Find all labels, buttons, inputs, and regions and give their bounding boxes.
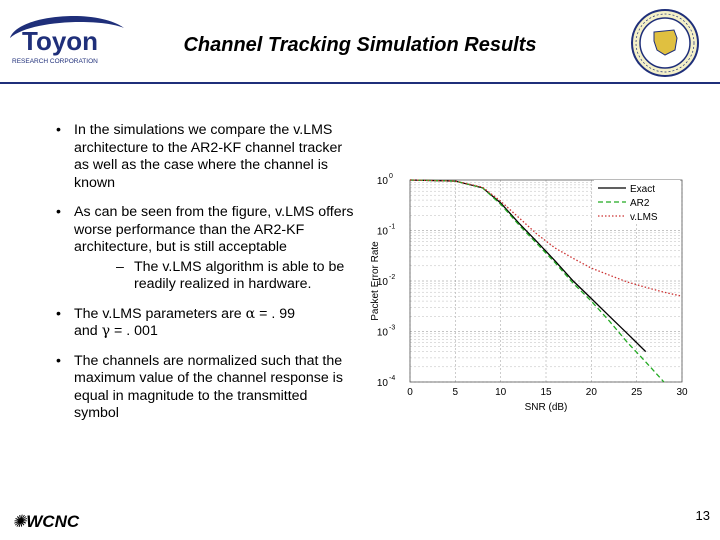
bullet-text-prefix: The v.LMS parameters are [74, 305, 246, 322]
header-divider [0, 82, 720, 84]
bullet-dot: • [56, 352, 61, 369]
legend-label: Exact [630, 184, 655, 195]
logo-wordmark: Toyon [22, 26, 98, 56]
legend-label: v.LMS [630, 212, 658, 223]
x-tick-label: 30 [676, 387, 688, 398]
bullet-dot: • [56, 122, 61, 138]
alpha-symbol: α [245, 305, 256, 322]
bullet-text: In the simulations we compare the v.LMS … [74, 122, 343, 191]
sub-bullet-text: The v.LMS algorithm is able to be readil… [134, 258, 345, 293]
page-number: 13 [695, 508, 710, 523]
bullet-item: • The v.LMS parameters are α = . 99 and … [56, 306, 356, 341]
series-line-v-lms [409, 179, 683, 297]
y-tick-label: 10 [377, 176, 389, 187]
x-tick-label: 20 [586, 387, 598, 398]
y-tick-exponent: -3 [389, 325, 395, 332]
bullet-item: • As can be seen from the figure, v.LMS … [56, 204, 356, 294]
x-tick-label: 5 [453, 387, 459, 398]
seal-emblem-icon [631, 9, 699, 77]
wcnc-logo: ✺WCNC [12, 512, 79, 532]
bullet-text-and: and [74, 323, 102, 339]
logo-subtext: RESEARCH CORPORATION [12, 58, 98, 65]
x-axis-label: SNR (dB) [525, 402, 568, 413]
gamma-value: = . 001 [110, 323, 158, 339]
y-tick-label: 10 [377, 277, 389, 288]
sub-bullet-item: – The v.LMS algorithm is able to be read… [74, 259, 356, 294]
logo-swoosh-icon [10, 15, 124, 38]
x-tick-label: 15 [540, 387, 552, 398]
bullet-text: As can be seen from the figure, v.LMS of… [74, 204, 354, 255]
chart-series-layer [409, 179, 683, 383]
y-axis-label: Packet Error Rate [370, 241, 381, 321]
y-tick-label: 10 [377, 328, 389, 339]
bullet-dot: • [56, 204, 61, 220]
alpha-value: = . 99 [255, 305, 296, 322]
y-tick-exponent: -2 [389, 274, 395, 281]
x-tick-label: 10 [495, 387, 507, 398]
bullet-item: • In the simulations we compare the v.LM… [56, 122, 356, 192]
gamma-symbol: γ [101, 323, 111, 339]
bullet-list: • In the simulations we compare the v.LM… [56, 122, 356, 435]
page-title: Channel Tracking Simulation Results [183, 34, 537, 56]
legend-label: AR2 [630, 198, 650, 209]
toyon-logo: Toyon RESEARCH CORPORATION [10, 15, 124, 65]
wcnc-swirl-icon: ✺ [12, 512, 27, 531]
y-tick-exponent: 0 [389, 173, 393, 180]
y-tick-label: 10 [377, 227, 389, 238]
y-tick-exponent: -1 [389, 224, 395, 231]
x-tick-label: 25 [631, 387, 643, 398]
y-tick-exponent: -4 [389, 375, 395, 382]
plot-frame [409, 179, 683, 383]
chart-legend: Exact AR2 v.LMS [594, 180, 680, 224]
y-tick-label: 10 [377, 378, 389, 389]
sub-bullet-dash: – [116, 258, 124, 275]
wcnc-text: WCNC [26, 512, 80, 531]
x-tick-label: 0 [407, 387, 413, 398]
bullet-text: The channels are normalized such that th… [74, 352, 343, 422]
bullet-item: • The channels are normalized such that … [56, 353, 356, 423]
bullet-dot: • [56, 305, 61, 322]
